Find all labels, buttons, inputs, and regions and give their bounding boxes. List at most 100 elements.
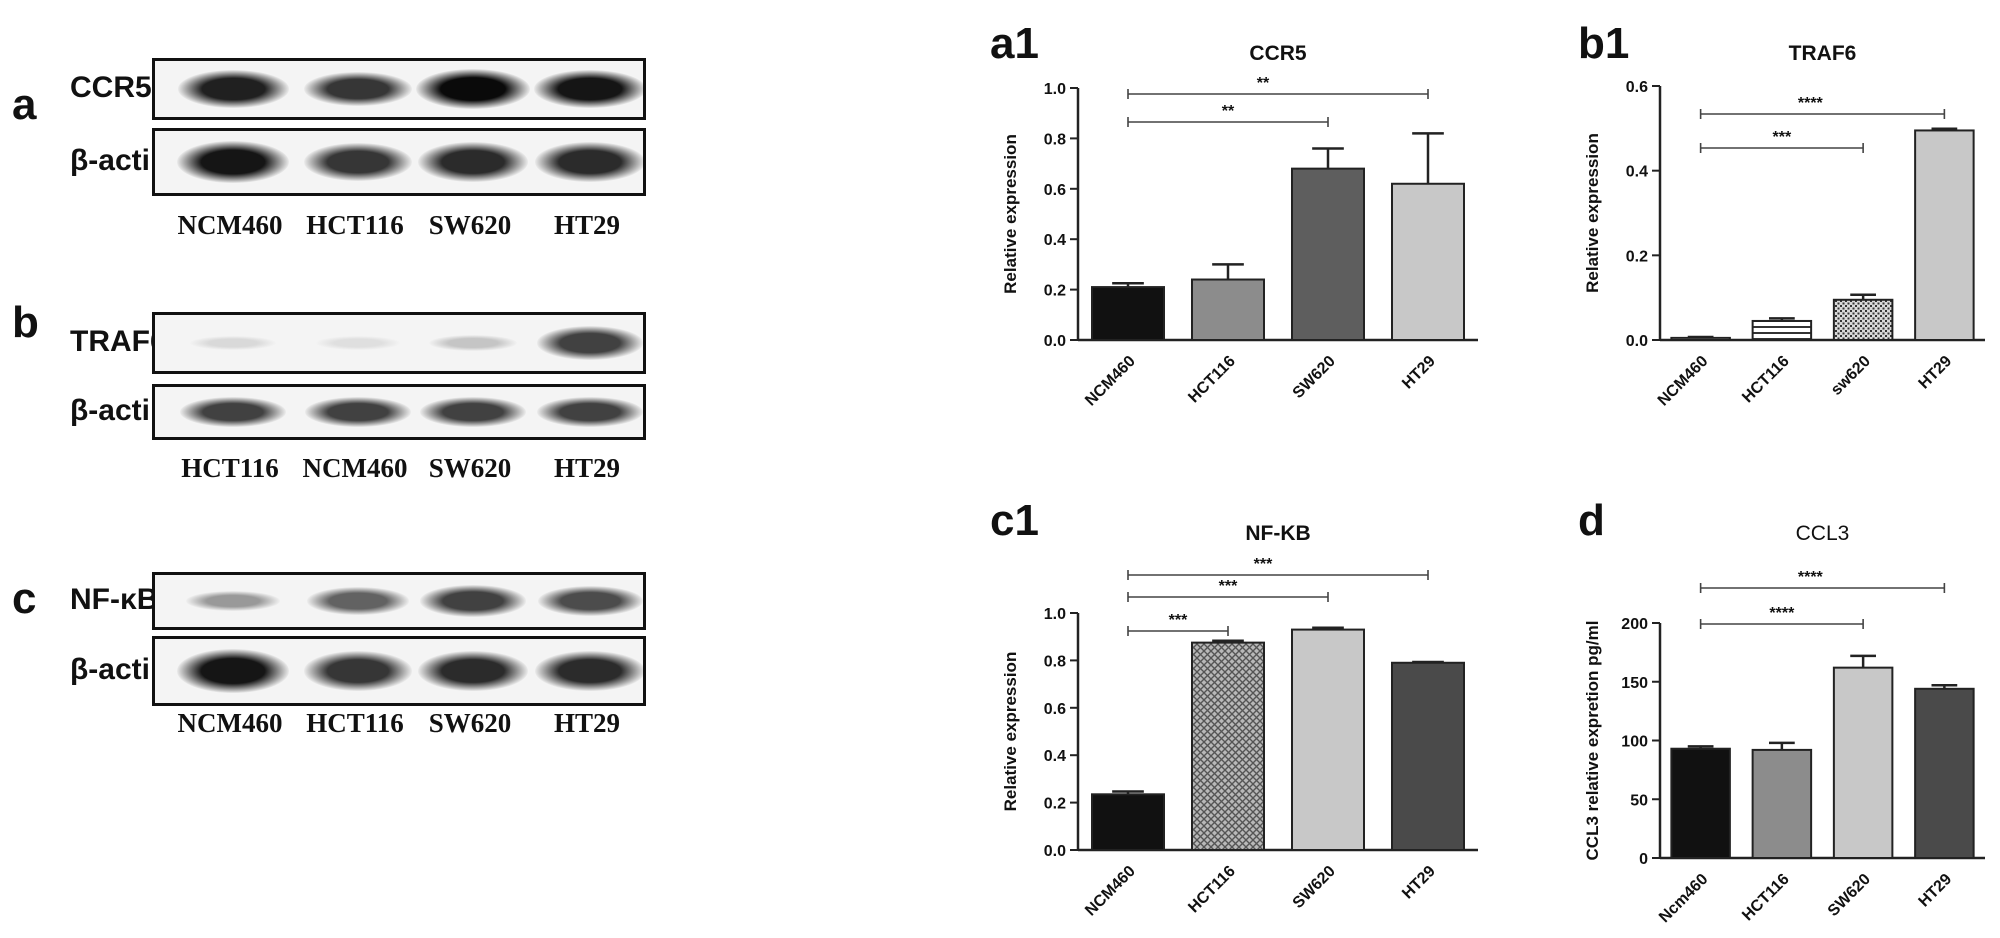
y-tick-label: 0.8 xyxy=(1044,653,1066,670)
blot-band xyxy=(179,396,287,428)
blot-row-label: β-actin xyxy=(70,394,169,427)
x-tick-label: NCM460 xyxy=(1082,353,1139,410)
y-tick-label: 0.0 xyxy=(1044,333,1066,350)
x-tick-label: HT29 xyxy=(1916,353,1956,393)
y-tick-label: 150 xyxy=(1621,675,1648,692)
blot-band xyxy=(307,587,409,615)
y-axis-label: CCL3 relative expretion pg/ml xyxy=(1583,621,1602,861)
significance-label: **** xyxy=(1798,569,1824,586)
bar xyxy=(1832,666,1894,860)
y-tick-label: 0.4 xyxy=(1044,232,1066,249)
significance-label: ** xyxy=(1222,103,1235,120)
significance-label: ** xyxy=(1257,75,1270,92)
x-tick-label: sw620 xyxy=(1828,353,1874,399)
bar xyxy=(1191,278,1265,341)
significance-label: *** xyxy=(1219,578,1238,595)
blot-band xyxy=(535,650,643,692)
y-axis-label: Relative expression xyxy=(1001,134,1020,294)
blot-strip xyxy=(152,572,646,630)
significance-label: **** xyxy=(1798,95,1824,112)
blot-band xyxy=(419,396,527,428)
blot-band xyxy=(536,326,643,360)
blot-band xyxy=(190,335,276,351)
panel-letter-d: d xyxy=(1578,496,1605,545)
y-tick-label: 0.6 xyxy=(1626,79,1648,96)
blot-strip xyxy=(152,312,646,374)
chart-title: NF-KB xyxy=(1245,522,1310,545)
blot-band xyxy=(304,142,412,182)
bar xyxy=(1832,298,1894,341)
y-axis-label: Relative expression xyxy=(1583,133,1602,293)
significance-label: *** xyxy=(1254,556,1273,573)
blot-lane-label: NCM460 xyxy=(302,453,408,483)
chart-title: CCR5 xyxy=(1249,42,1306,65)
y-tick-label: 0.0 xyxy=(1626,333,1648,350)
bar xyxy=(1914,687,1975,859)
blot-lane-label: HT29 xyxy=(553,708,620,738)
blot-lane-label: SW620 xyxy=(428,708,512,738)
x-tick-label: HCT116 xyxy=(1185,863,1239,917)
y-tick-label: 0.8 xyxy=(1044,131,1066,148)
bar xyxy=(1291,628,1365,852)
blot-strip xyxy=(152,128,646,196)
bar xyxy=(1091,793,1165,851)
blot-lane-label: HT29 xyxy=(553,210,620,240)
y-tick-label: 1.0 xyxy=(1044,81,1066,98)
y-tick-label: 0.2 xyxy=(1626,248,1648,265)
y-tick-label: 200 xyxy=(1621,616,1648,633)
bar xyxy=(1751,748,1813,860)
blot-row-label: β-actin xyxy=(70,144,169,177)
chart-title: TRAF6 xyxy=(1789,42,1857,65)
blot-band xyxy=(185,590,281,612)
blot-band xyxy=(176,649,290,693)
y-tick-label: 0.6 xyxy=(1044,182,1066,199)
x-tick-label: Ncm460 xyxy=(1656,871,1711,926)
blot-band xyxy=(428,334,518,352)
y-axis-label: Relative expression xyxy=(1001,652,1020,812)
y-tick-label: 0.4 xyxy=(1626,164,1648,181)
panel-letter-c: c xyxy=(12,574,37,623)
x-tick-label: HT29 xyxy=(1399,353,1439,393)
bar xyxy=(1391,182,1465,341)
x-tick-label: SW620 xyxy=(1825,871,1874,920)
significance-label: *** xyxy=(1773,129,1792,146)
blot-band xyxy=(533,69,643,109)
bar xyxy=(1391,661,1465,852)
blot-lane-label: SW620 xyxy=(428,210,512,240)
blot-band xyxy=(418,650,528,692)
blot-band xyxy=(176,140,290,184)
y-tick-label: 100 xyxy=(1621,734,1648,751)
blot-band xyxy=(536,396,643,428)
blot-lane-label: HCT116 xyxy=(306,708,404,738)
significance-label: **** xyxy=(1769,605,1795,622)
blot-strip xyxy=(152,384,646,440)
blot-band xyxy=(177,70,289,108)
blot-lane-label: HCT116 xyxy=(181,453,279,483)
panel-letter-a1: a1 xyxy=(990,19,1039,68)
blot-strip xyxy=(152,58,646,120)
x-tick-label: SW620 xyxy=(1290,863,1339,912)
y-tick-label: 1.0 xyxy=(1044,606,1066,623)
x-tick-label: HT29 xyxy=(1916,871,1956,911)
blot-lane-label: HCT116 xyxy=(306,210,404,240)
blot-band xyxy=(304,396,412,428)
y-tick-label: 0.4 xyxy=(1044,748,1066,765)
blot-row-label: β-actin xyxy=(70,653,169,686)
x-tick-label: SW620 xyxy=(1290,353,1339,402)
y-tick-label: 0.0 xyxy=(1044,843,1066,860)
y-tick-label: 50 xyxy=(1630,792,1648,809)
x-tick-label: HCT116 xyxy=(1739,353,1793,407)
blot-strip xyxy=(152,636,646,706)
panel-letter-c1: c1 xyxy=(990,496,1039,545)
chart-title: CCL3 xyxy=(1796,522,1850,545)
blot-band xyxy=(537,586,643,616)
blot-row-label: TRAF6 xyxy=(70,325,167,358)
x-tick-label: HCT116 xyxy=(1185,353,1239,407)
x-tick-label: NCM460 xyxy=(1655,353,1712,410)
bar xyxy=(1091,286,1165,341)
blot-band xyxy=(304,71,412,107)
bar xyxy=(1914,129,1975,341)
blot-band xyxy=(315,336,401,350)
y-tick-label: 0.2 xyxy=(1044,283,1066,300)
